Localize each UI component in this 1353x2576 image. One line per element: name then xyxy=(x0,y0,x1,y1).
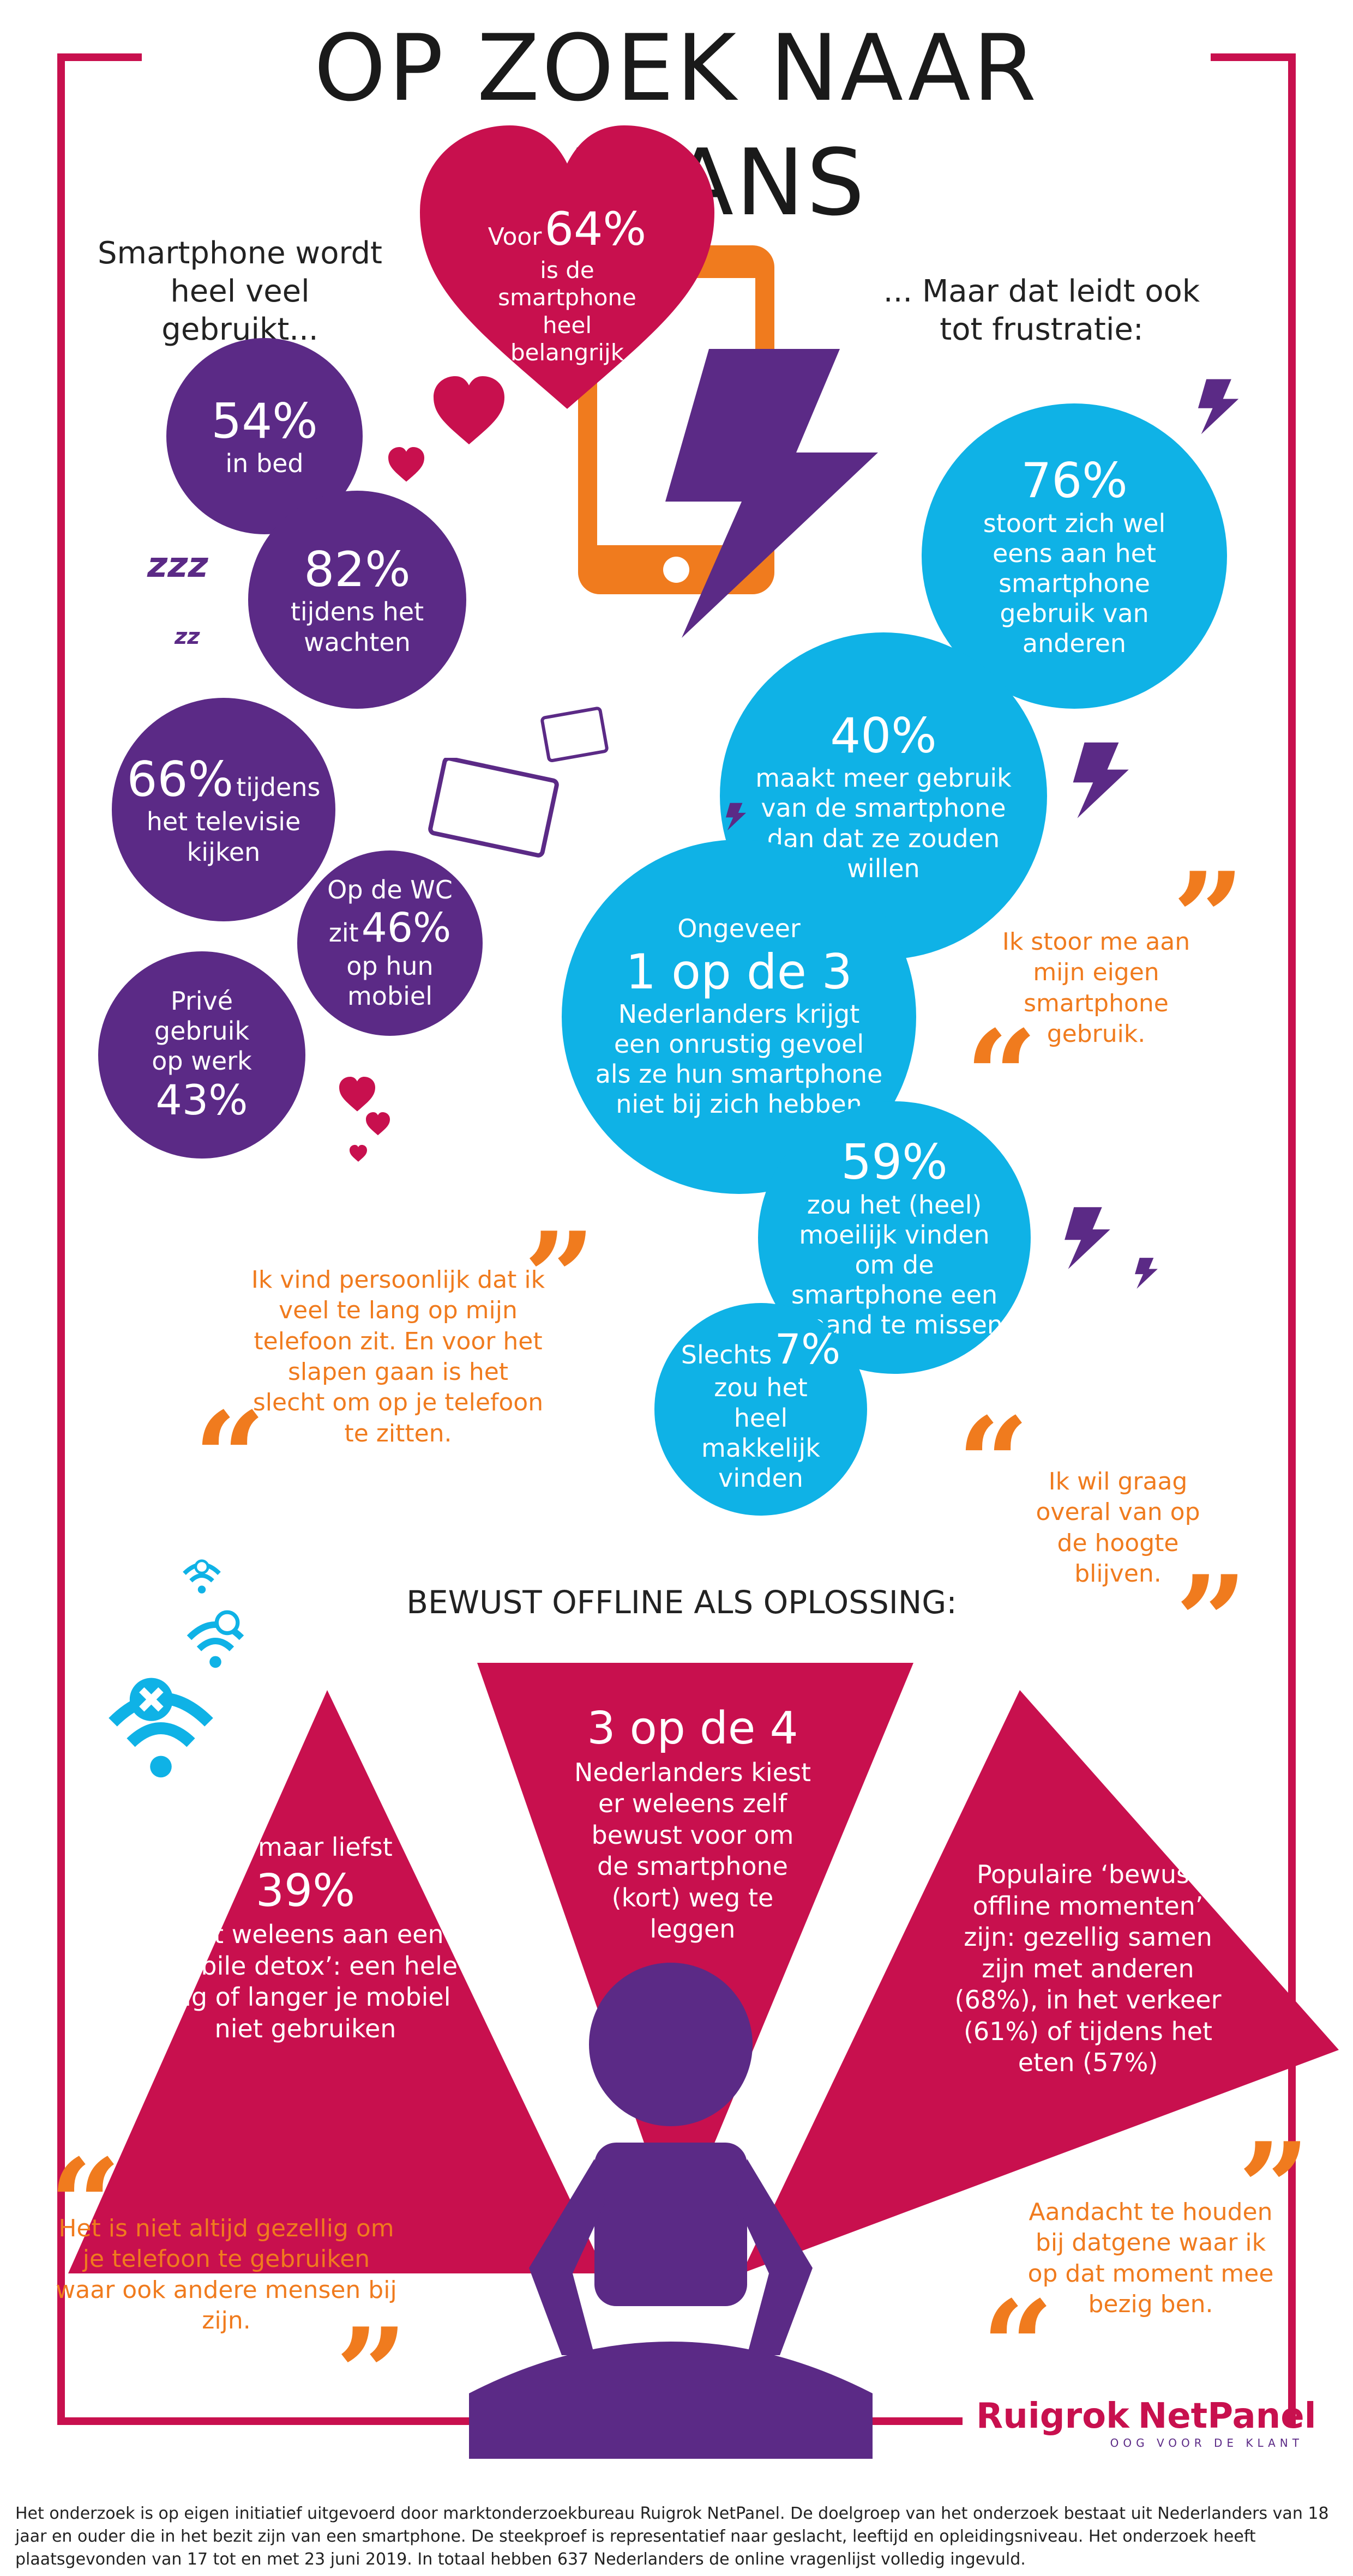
logo-brand-left: Ruigrok xyxy=(976,2396,1129,2436)
stat-value: 54% xyxy=(211,393,318,449)
quote-icon: ” xyxy=(524,1205,596,1352)
heart-icon xyxy=(387,447,425,485)
stat-circle-more-use: 40% maakt meer gebruik van de smartphone… xyxy=(720,632,1047,960)
quote-icon: “ xyxy=(982,2273,1054,2421)
no-wifi-icon xyxy=(180,1608,251,1676)
quote-too-long: Ik vind persoonlijk dat ik veel te lang … xyxy=(251,1266,545,1447)
frame-top-left xyxy=(57,53,147,61)
offline-header: BEWUST OFFLINE ALS OPLOSSING: xyxy=(406,1584,957,1621)
center-stat: 3 op de 4 Nederlanders kiest er weleens … xyxy=(545,1701,840,1945)
stat-text: Privé gebruik op werk xyxy=(152,986,252,1076)
stat-text: doet weleens aan een ‘mobile detox’: een… xyxy=(153,1920,458,2043)
triangles-graphic xyxy=(0,1657,1353,2475)
stat-value: 82% xyxy=(304,541,411,598)
stat-circle-easy: Slechts 7% zou het heel makkelijk vinden xyxy=(654,1303,867,1516)
right-header: ... Maar dat leidt ook tot frustratie: xyxy=(883,274,1200,347)
logo-tagline: OOG VOOR DE KLANT xyxy=(1110,2436,1303,2450)
stat-value: 43% xyxy=(155,1076,248,1125)
logo-brand-right: NetPanel xyxy=(1138,2396,1316,2436)
stat-value: 46% xyxy=(361,904,452,951)
stat-top: Ongeveer xyxy=(677,914,801,944)
stat-value: 3 op de 4 xyxy=(587,1703,798,1754)
stat-pre: Slechts xyxy=(681,1340,772,1370)
lightning-icon xyxy=(1063,1205,1113,1272)
quote-icon: “ xyxy=(194,1385,266,1532)
lightning-icon xyxy=(725,801,747,834)
quote-attention: Aandacht te houden bij datgene waar ik o… xyxy=(1027,2198,1274,2318)
stat-suffix: tijdens xyxy=(236,773,321,803)
stat-text: Nederlanders kiest er weleens zelf bewus… xyxy=(574,1757,811,1944)
sleep-icon: zzz xyxy=(147,545,208,586)
stat-value: 1 op de 3 xyxy=(626,943,852,1000)
heart-icon xyxy=(431,376,507,449)
stat-text: zou het heel makkelijk vinden xyxy=(701,1373,820,1493)
stat-top: En maar liefst xyxy=(218,1832,393,1862)
left-header: Smartphone wordt heel veel gebruikt... xyxy=(97,236,383,347)
quote-not-cozy: Het is niet altijd gezellig om je telefo… xyxy=(56,2215,397,2334)
stat-value: 7% xyxy=(774,1324,841,1373)
stat-text: op hun mobiel xyxy=(346,951,434,1011)
lightning-icon xyxy=(1197,376,1241,438)
frame-top-right xyxy=(1208,53,1296,61)
stat-circle-annoyed: 76% stoort zich wel eens aan het smartph… xyxy=(922,403,1227,709)
stat-circle-tv: 66% tijdens het televisie kijken xyxy=(112,698,335,921)
meditating-person-icon xyxy=(464,1941,878,2464)
lightning-icon xyxy=(1072,739,1132,823)
frame-left xyxy=(57,53,65,2425)
stat-text: tijdens het wachten xyxy=(290,597,424,657)
heart-icon xyxy=(414,125,720,420)
tv-icon xyxy=(425,756,567,869)
right-stat: Populaire ‘bewust offline momenten’ zijn… xyxy=(954,1860,1222,2077)
quote-icon: “ xyxy=(957,1390,1030,1537)
stat-pre: zit xyxy=(328,918,359,948)
stat-value: 59% xyxy=(841,1134,948,1191)
stat-text: maakt meer gebruik van de smartphone dan… xyxy=(755,763,1012,883)
quote-icon: ” xyxy=(335,2301,408,2448)
left-stat: En maar liefst 39% doet weleens aan een … xyxy=(125,1832,485,2044)
stat-circle-waiting: 82% tijdens het wachten xyxy=(248,491,466,709)
stat-text: Nederlanders krijgt een onrustig gevoel … xyxy=(595,999,883,1119)
quote-stay-informed: Ik wil graag overal van op de hoogte bli… xyxy=(1036,1468,1200,1588)
stat-text: stoort zich wel eens aan het smartphone … xyxy=(983,508,1166,659)
heart-icon xyxy=(338,1077,376,1115)
stat-value: 76% xyxy=(1021,453,1128,509)
stat-circle-wc: Op de WC zit 46% op hun mobiel xyxy=(297,850,483,1036)
no-wifi-icon xyxy=(95,1668,226,1790)
quote-icon: “ xyxy=(965,1003,1038,1150)
footer-text: Het onderzoek is op eigen initiatief uit… xyxy=(15,2504,1329,2569)
stat-value: 39% xyxy=(255,1865,356,1917)
lightning-icon xyxy=(660,338,889,643)
logo: Ruigrok NetPanel OOG VOOR DE KLANT xyxy=(976,2396,1316,2462)
stat-top: Op de WC xyxy=(327,874,453,904)
stat-text: in bed xyxy=(225,449,304,478)
heart-value: 64% xyxy=(544,202,647,256)
page-title: OP ZOEK NAAR BALANS xyxy=(142,11,1211,236)
quote-icon: ” xyxy=(1172,845,1245,992)
heart-text: is de smartphone heel belangrijk xyxy=(498,256,636,366)
stat-value: 40% xyxy=(830,708,937,764)
stat-circle-work: Privé gebruik op werk 43% xyxy=(98,951,305,1159)
quote-icon: “ xyxy=(49,2132,122,2279)
heart-stat: Voor 64% is de smartphone heel belangrij… xyxy=(464,202,671,366)
frame-right xyxy=(1288,53,1296,2425)
heart-icon xyxy=(365,1112,390,1138)
quote-icon: ” xyxy=(1175,1548,1248,1696)
quote-icon: ” xyxy=(1238,2115,1310,2263)
stat-value: 66% xyxy=(127,751,234,808)
heart-icon xyxy=(349,1145,368,1165)
sleep-icon: zz xyxy=(175,624,200,649)
lightning-icon xyxy=(1134,1257,1159,1292)
heart-prefix: Voor xyxy=(488,223,542,251)
tablet-icon xyxy=(540,706,611,768)
quote-own-use: Ik stoor me aan mijn eigen smartphone ge… xyxy=(1002,928,1190,1048)
no-wifi-icon xyxy=(180,1554,224,1600)
stat-text: het televisie kijken xyxy=(146,807,301,867)
